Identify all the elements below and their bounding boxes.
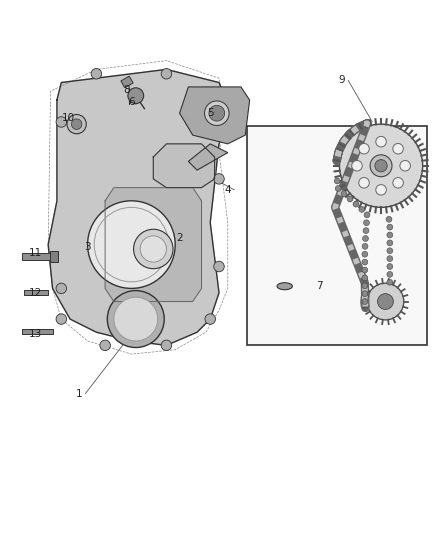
Circle shape — [387, 256, 393, 262]
Circle shape — [376, 184, 386, 195]
Circle shape — [362, 259, 368, 265]
Polygon shape — [105, 188, 201, 302]
Text: 1: 1 — [75, 389, 82, 399]
Text: 9: 9 — [338, 75, 345, 85]
Circle shape — [387, 248, 393, 254]
Circle shape — [363, 236, 368, 241]
Text: 7: 7 — [316, 281, 323, 291]
Circle shape — [214, 108, 224, 118]
Circle shape — [140, 236, 166, 262]
Circle shape — [362, 283, 368, 289]
Circle shape — [364, 220, 369, 225]
Circle shape — [334, 178, 340, 184]
Circle shape — [362, 275, 368, 281]
Circle shape — [335, 185, 341, 191]
Circle shape — [359, 177, 369, 188]
Circle shape — [161, 340, 172, 351]
Polygon shape — [48, 69, 228, 345]
Ellipse shape — [277, 282, 293, 290]
Text: 8: 8 — [124, 85, 131, 95]
Circle shape — [400, 160, 410, 171]
Circle shape — [71, 119, 82, 130]
Circle shape — [387, 232, 393, 238]
Circle shape — [362, 252, 368, 257]
Circle shape — [353, 201, 359, 207]
Circle shape — [347, 196, 353, 202]
Text: 13: 13 — [28, 329, 42, 340]
Circle shape — [107, 290, 164, 348]
Circle shape — [214, 174, 224, 184]
Circle shape — [67, 115, 86, 134]
Circle shape — [375, 159, 387, 172]
Circle shape — [387, 279, 393, 285]
Circle shape — [339, 124, 423, 207]
Circle shape — [376, 136, 386, 147]
Circle shape — [378, 294, 393, 310]
Circle shape — [364, 212, 370, 218]
Circle shape — [205, 314, 215, 324]
Circle shape — [359, 206, 365, 212]
Bar — [22, 253, 50, 260]
Circle shape — [362, 298, 368, 304]
Circle shape — [214, 261, 224, 272]
Circle shape — [128, 88, 144, 103]
Circle shape — [362, 290, 368, 296]
Text: 6: 6 — [128, 97, 135, 107]
Circle shape — [362, 244, 368, 249]
Circle shape — [352, 160, 362, 171]
Bar — [121, 76, 133, 88]
Circle shape — [341, 191, 347, 197]
Circle shape — [362, 267, 368, 273]
Polygon shape — [180, 87, 250, 144]
Circle shape — [114, 297, 158, 341]
Circle shape — [363, 228, 369, 233]
Circle shape — [359, 143, 369, 154]
Text: 3: 3 — [84, 242, 91, 252]
Circle shape — [387, 264, 393, 269]
Bar — [22, 329, 53, 334]
Bar — [50, 251, 58, 262]
Circle shape — [393, 143, 403, 154]
Text: 12: 12 — [28, 288, 42, 298]
Circle shape — [88, 201, 175, 288]
Circle shape — [100, 340, 110, 351]
Circle shape — [56, 117, 67, 127]
Circle shape — [387, 240, 393, 246]
Text: 4: 4 — [224, 185, 231, 195]
Text: 11: 11 — [28, 248, 42, 259]
Circle shape — [367, 283, 404, 320]
Circle shape — [134, 229, 173, 269]
Bar — [24, 290, 48, 295]
Polygon shape — [188, 144, 228, 170]
Circle shape — [56, 314, 67, 324]
Text: 5: 5 — [207, 108, 214, 118]
Circle shape — [91, 69, 102, 79]
Circle shape — [56, 283, 67, 294]
Circle shape — [387, 224, 393, 230]
Circle shape — [161, 69, 172, 79]
Circle shape — [209, 106, 225, 121]
Circle shape — [205, 101, 229, 125]
Circle shape — [387, 271, 393, 277]
Polygon shape — [153, 144, 215, 188]
Text: 2: 2 — [176, 233, 183, 243]
Circle shape — [386, 216, 392, 222]
Circle shape — [370, 155, 392, 177]
Text: 10: 10 — [61, 112, 74, 123]
Circle shape — [393, 177, 403, 188]
Bar — [247, 126, 427, 345]
